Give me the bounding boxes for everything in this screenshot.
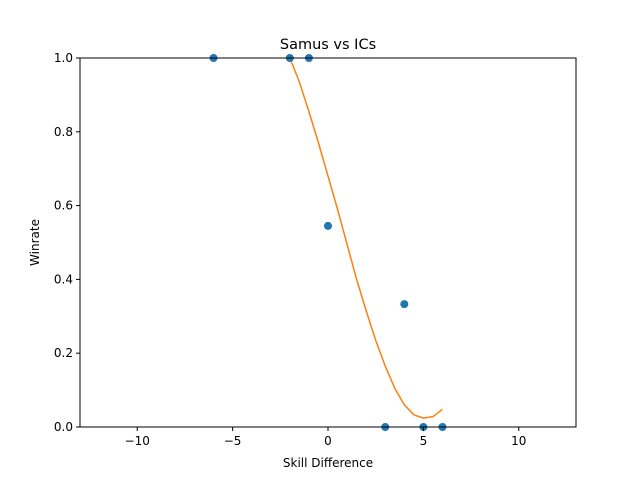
chart-title: Samus vs ICs xyxy=(280,37,376,53)
x-tick-label: 5 xyxy=(420,434,428,448)
y-axis-label: Winrate xyxy=(28,219,42,266)
x-tick-label: −10 xyxy=(125,434,150,448)
data-point xyxy=(324,221,332,230)
y-tick-label: 0.8 xyxy=(54,125,73,139)
fit-curve-layer xyxy=(289,58,443,419)
x-tick-label: −5 xyxy=(224,434,242,448)
y-tick-label: 1.0 xyxy=(54,51,73,65)
fit-curve xyxy=(289,58,443,419)
x-tick-label: 10 xyxy=(511,434,526,448)
y-tick-label: 0.4 xyxy=(54,272,73,286)
y-tick-label: 0.0 xyxy=(54,420,73,434)
x-tick-label: 0 xyxy=(324,434,332,448)
y-tick-label: 0.2 xyxy=(54,346,73,360)
y-tick-label: 0.6 xyxy=(54,199,73,213)
x-axis: −10 −5 0 5 10 xyxy=(125,427,526,448)
x-axis-label: Skill Difference xyxy=(283,456,373,470)
y-axis: 0.0 0.2 0.4 0.6 0.8 1.0 xyxy=(54,51,80,434)
data-point xyxy=(400,300,409,309)
